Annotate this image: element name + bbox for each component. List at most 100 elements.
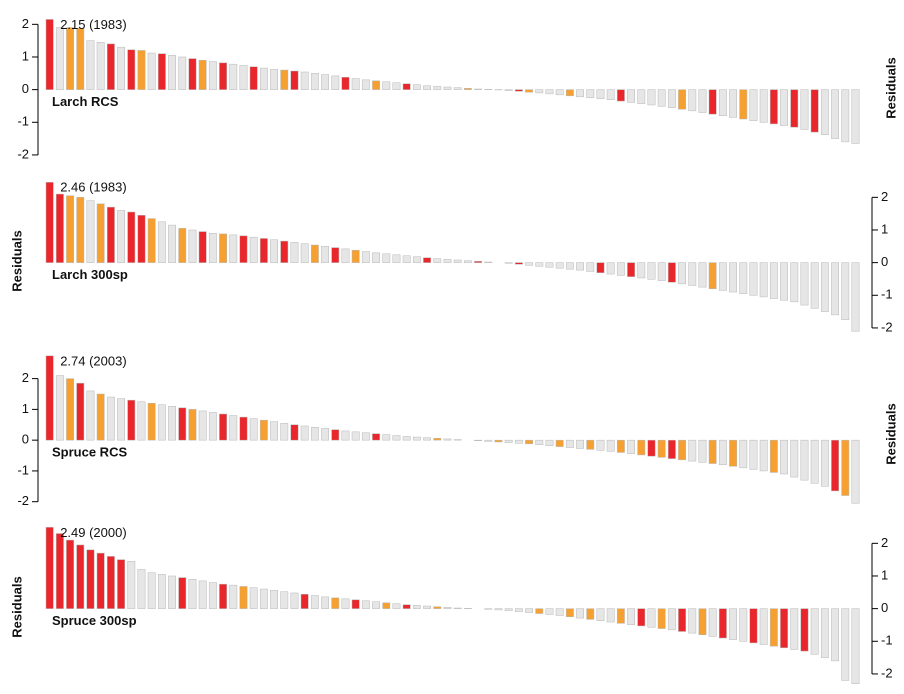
bar (718, 439, 727, 466)
bar (219, 583, 227, 609)
bar (280, 591, 289, 609)
bar (157, 574, 166, 609)
bar (759, 439, 768, 472)
bar (392, 82, 401, 90)
bar (759, 608, 768, 645)
bar (341, 248, 350, 263)
bar (331, 429, 340, 441)
bar (586, 439, 595, 450)
bar (372, 252, 380, 263)
bar (718, 608, 727, 639)
bar (637, 89, 646, 104)
bar (606, 89, 615, 101)
bar (433, 258, 442, 263)
bar (504, 89, 513, 91)
bar (790, 439, 799, 478)
bar (259, 588, 268, 609)
bar (729, 439, 737, 467)
y-tick-label: -1 (881, 633, 893, 648)
bar (331, 597, 340, 609)
bar (555, 439, 564, 447)
bar (627, 89, 635, 103)
bar (412, 256, 421, 263)
bar (443, 86, 452, 90)
bar (810, 89, 819, 133)
bar (66, 378, 74, 441)
bar (106, 206, 115, 263)
bar (351, 599, 360, 609)
bar (708, 262, 717, 290)
bar (616, 89, 625, 102)
bar (688, 262, 697, 286)
bar (168, 224, 176, 263)
bar (382, 81, 391, 90)
bar (412, 84, 421, 90)
bar (239, 235, 248, 263)
bar (127, 49, 136, 90)
bar (831, 262, 839, 316)
bar (820, 608, 829, 658)
bar (484, 439, 493, 442)
bar (759, 262, 768, 298)
bar (168, 55, 176, 90)
bar (321, 74, 329, 90)
bar (637, 439, 646, 456)
y-tick-label: 2 (22, 370, 29, 385)
bar (851, 439, 860, 504)
bar (810, 439, 819, 484)
bar (208, 232, 217, 263)
bar (627, 262, 635, 277)
bar (229, 415, 238, 441)
bar (382, 253, 391, 263)
bar (688, 608, 697, 634)
bar (841, 608, 850, 681)
bar (270, 421, 278, 441)
bar (657, 262, 666, 281)
bar (361, 600, 370, 609)
bar (504, 439, 513, 443)
bar (555, 89, 564, 96)
bar (290, 424, 299, 441)
bar (229, 234, 238, 263)
y-axis-label: Residuals (883, 403, 898, 464)
bar (474, 261, 482, 263)
bar (208, 61, 217, 90)
bar (188, 409, 197, 441)
bar (45, 182, 54, 263)
y-tick-label: -1 (17, 114, 29, 129)
bar (443, 438, 452, 441)
bar (117, 46, 125, 90)
bar (137, 569, 146, 609)
bar (300, 594, 309, 609)
bar (198, 580, 207, 609)
bar (667, 262, 676, 283)
bar (106, 556, 115, 609)
panel-label: Larch RCS (52, 94, 119, 109)
bar (718, 262, 727, 291)
bar (127, 211, 136, 263)
bar (576, 608, 584, 619)
bar (198, 231, 207, 263)
bar (474, 88, 482, 90)
bar (86, 549, 95, 609)
bar (545, 89, 554, 95)
bar (831, 608, 839, 662)
bar (96, 552, 105, 609)
bar (474, 439, 482, 442)
y-tick-label: 1 (22, 401, 29, 416)
bar (525, 439, 533, 445)
bar (270, 590, 278, 609)
bar (423, 257, 431, 263)
bar (117, 210, 125, 263)
bar (729, 608, 737, 640)
bar (321, 596, 329, 609)
bar (576, 89, 584, 98)
bar (392, 435, 401, 441)
y-axis-label: Residuals (9, 576, 24, 637)
y-tick-label: -1 (17, 462, 29, 477)
bar (545, 262, 554, 268)
bar (178, 407, 187, 441)
bar (300, 71, 309, 90)
bar (239, 65, 248, 90)
